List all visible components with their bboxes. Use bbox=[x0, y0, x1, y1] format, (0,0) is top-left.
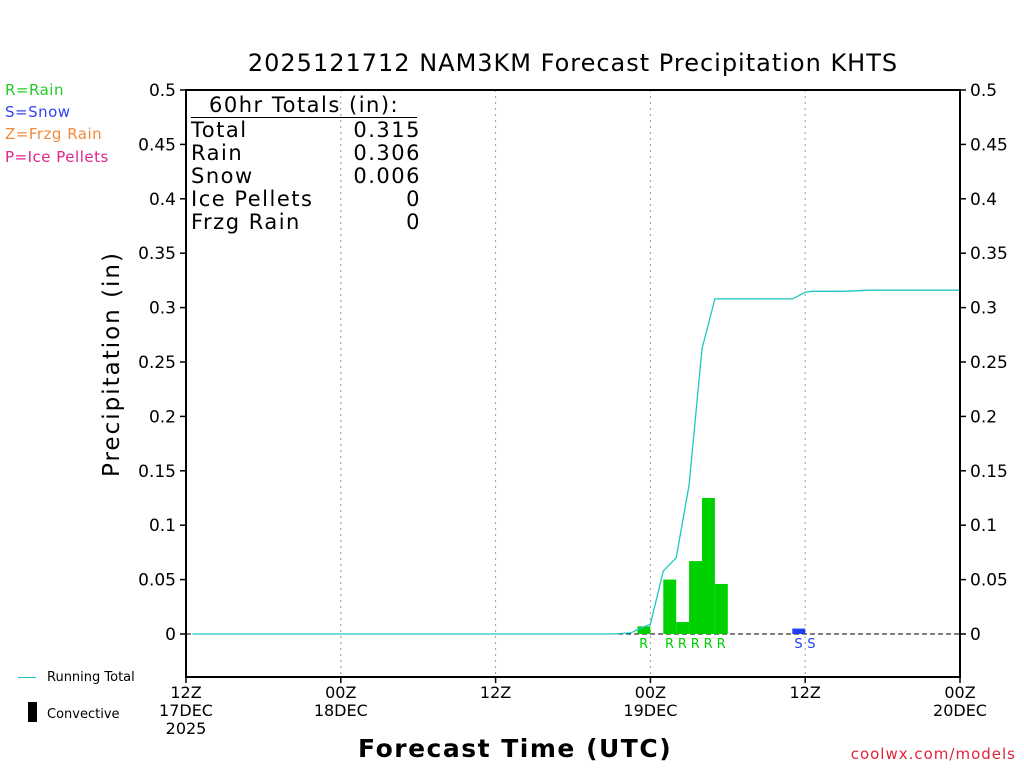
y-tick-label-right: 0 bbox=[970, 625, 981, 645]
y-tick-label-right: 0.15 bbox=[970, 462, 1008, 482]
precip-bar bbox=[714, 583, 728, 634]
totals-row-ice-pellets: Ice Pellets 0 bbox=[191, 188, 421, 211]
x-tick-label: 12Z bbox=[480, 683, 511, 702]
precip-type-marker: R bbox=[691, 637, 701, 652]
x-tick-label: 17DEC bbox=[159, 701, 213, 720]
totals-rows: Total 0.315 Rain 0.306 Snow 0.006 Ice Pellets 0… bbox=[191, 119, 421, 234]
precip-type-marker: R bbox=[717, 637, 727, 652]
totals-label: Rain bbox=[191, 141, 244, 165]
x-tick-label: 00Z bbox=[635, 683, 666, 702]
x-tick-label: 12Z bbox=[790, 683, 821, 702]
legend-entry-frzg-rain: Z=Frzg Rain bbox=[5, 125, 103, 143]
legend-entry-ice-pellets: P=Ice Pellets bbox=[5, 148, 109, 166]
totals-box: 60hr Totals (in): Total 0.315 Rain 0.306 Sno… bbox=[191, 94, 421, 234]
x-tick-label: 12Z bbox=[170, 683, 201, 702]
y-tick-label-left: 0.05 bbox=[138, 571, 176, 591]
y-tick-label-left: 0.5 bbox=[149, 81, 176, 101]
totals-value: 0 bbox=[406, 187, 421, 211]
totals-label: Total bbox=[191, 118, 248, 142]
totals-row-rain: Rain 0.306 bbox=[191, 142, 421, 165]
y-tick-label-left: 0 bbox=[165, 625, 176, 645]
x-tick-label: 00Z bbox=[944, 683, 975, 702]
y-tick-label-left: 0.35 bbox=[138, 244, 176, 264]
site-credit: coolwx.com/models bbox=[850, 745, 1016, 763]
y-tick-label-left: 0.3 bbox=[149, 299, 176, 319]
y-tick-label-left: 0.1 bbox=[149, 516, 176, 536]
precip-type-marker: S bbox=[794, 637, 803, 652]
totals-value: 0.306 bbox=[353, 141, 421, 165]
x-tick-label: 18DEC bbox=[314, 701, 368, 720]
y-tick-label-right: 0.4 bbox=[970, 190, 997, 210]
precip-bar bbox=[792, 628, 806, 634]
y-tick-label-right: 0.2 bbox=[970, 407, 997, 427]
precip-bar bbox=[663, 579, 677, 634]
y-tick-label-right: 0.5 bbox=[970, 81, 997, 101]
precip-bar bbox=[702, 498, 715, 634]
y-tick-label-left: 0.2 bbox=[149, 407, 176, 427]
precip-type-marker: S bbox=[807, 637, 816, 652]
totals-header: 60hr Totals (in): bbox=[209, 93, 400, 117]
totals-value: 0.006 bbox=[353, 164, 421, 188]
y-tick-label-right: 0.25 bbox=[970, 353, 1008, 373]
running-total-legend-line bbox=[18, 677, 36, 678]
y-tick-label-left: 0.4 bbox=[149, 190, 176, 210]
precip-bar bbox=[637, 626, 651, 634]
x-tick-label: 19DEC bbox=[623, 701, 677, 720]
precip-type-marker: R bbox=[704, 637, 714, 652]
convective-legend-swatch bbox=[28, 702, 37, 722]
y-tick-label-right: 0.45 bbox=[970, 135, 1008, 155]
x-tick-label: 2025 bbox=[166, 719, 207, 738]
precip-bar bbox=[676, 622, 690, 634]
convective-legend-label: Convective bbox=[47, 707, 120, 722]
precip-type-marker: R bbox=[639, 637, 649, 652]
running-total-legend-label: Running Total bbox=[47, 670, 135, 685]
y-tick-label-right: 0.05 bbox=[970, 571, 1008, 591]
chart-title: 2025121712 NAM3KM Forecast Precipitation… bbox=[247, 49, 899, 77]
totals-value: 0.315 bbox=[353, 118, 421, 142]
x-axis-label: Forecast Time (UTC) bbox=[358, 734, 673, 763]
y-tick-label-right: 0.1 bbox=[970, 516, 997, 536]
legend-entry-rain: R=Rain bbox=[5, 81, 64, 99]
precip-bar bbox=[689, 561, 702, 634]
x-tick-label: 00Z bbox=[325, 683, 356, 702]
y-tick-label-right: 0.3 bbox=[970, 299, 997, 319]
totals-value: 0 bbox=[406, 210, 421, 234]
plot-frame bbox=[185, 89, 961, 678]
totals-label: Snow bbox=[191, 164, 254, 188]
totals-row-snow: Snow 0.006 bbox=[191, 165, 421, 188]
totals-label: Frzg Rain bbox=[191, 210, 301, 234]
y-tick-label-right: 0.35 bbox=[970, 244, 1008, 264]
y-tick-label-left: 0.25 bbox=[138, 353, 176, 373]
precip-type-marker: R bbox=[678, 637, 688, 652]
precip-type-marker: R bbox=[665, 637, 675, 652]
running-total-line bbox=[192, 289, 960, 635]
y-tick-label-left: 0.15 bbox=[138, 462, 176, 482]
totals-row-total: Total 0.315 bbox=[191, 119, 421, 142]
totals-row-frzg-rain: Frzg Rain 0 bbox=[191, 211, 421, 234]
totals-underline bbox=[191, 117, 417, 118]
totals-label: Ice Pellets bbox=[191, 187, 314, 211]
x-tick-label: 20DEC bbox=[933, 701, 987, 720]
legend-entry-snow: S=Snow bbox=[5, 103, 71, 121]
y-tick-label-left: 0.45 bbox=[138, 135, 176, 155]
